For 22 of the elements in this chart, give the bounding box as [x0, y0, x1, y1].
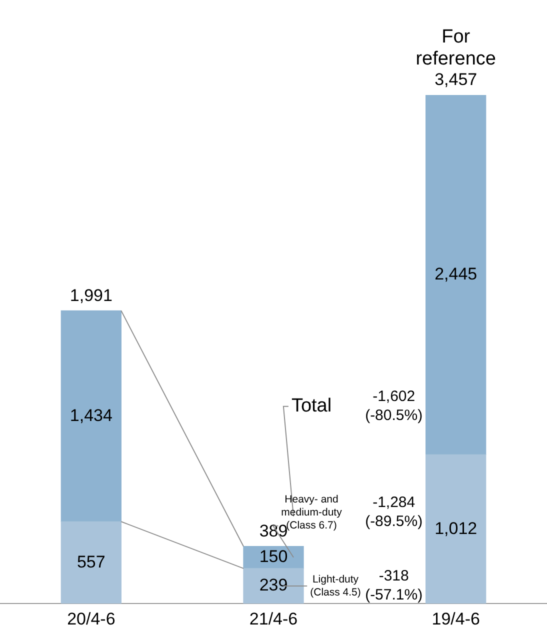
total-label: 3,457 [434, 70, 478, 90]
bar [426, 95, 486, 456]
x-tick-label: 21/4-6 [249, 609, 298, 628]
annotation: Light-duty (Class 4.5) [310, 573, 361, 598]
annotation: -1,602 (-80.5%) [365, 388, 423, 424]
data-label: 1,434 [70, 406, 112, 425]
bar [60, 521, 122, 604]
data-label: 239 [259, 576, 288, 595]
annotation: Total [291, 396, 332, 417]
annotation: -318 (-57.1%) [365, 568, 423, 604]
data-label: 2,445 [434, 264, 478, 284]
x-tick-label: 20/4-6 [67, 609, 116, 628]
annotation: -1,284 (-89.5%) [365, 494, 423, 530]
text: For reference [416, 26, 496, 70]
data-label: 557 [76, 552, 106, 572]
data-label: 150 [259, 547, 288, 566]
total-label: 1,991 [70, 286, 112, 305]
bar [60, 310, 122, 522]
bar [426, 454, 486, 604]
x-tick-label: 19/4-6 [432, 609, 480, 628]
bar [243, 568, 304, 604]
data-label: 1,012 [434, 518, 478, 538]
